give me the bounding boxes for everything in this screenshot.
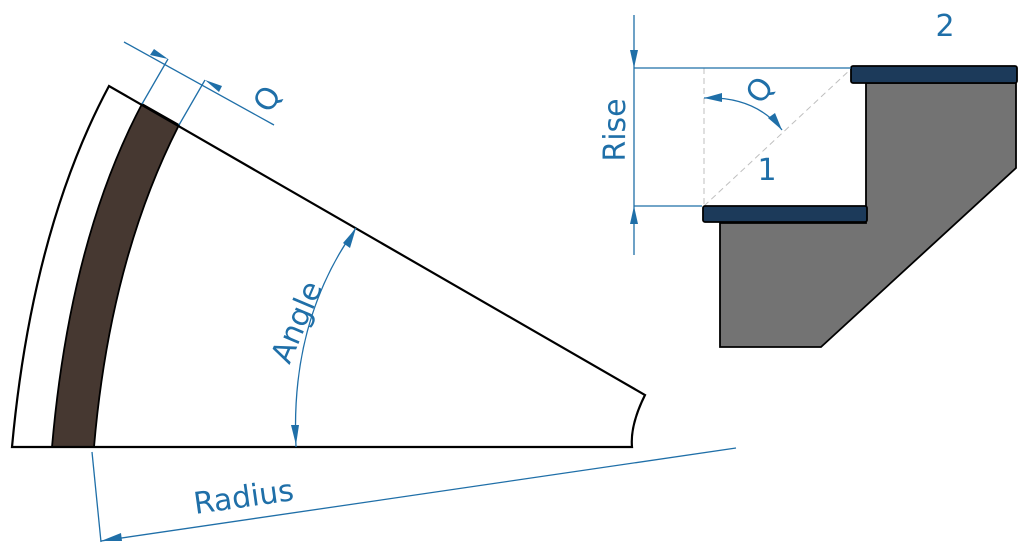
rise-label: Rise bbox=[598, 98, 633, 161]
step-number-1: 1 bbox=[757, 153, 776, 188]
arrowhead bbox=[205, 80, 222, 92]
thickness-label-left: Q bbox=[247, 80, 289, 118]
arrowhead bbox=[630, 50, 638, 68]
tread-step-2 bbox=[850, 65, 1018, 84]
angle-label: Angle bbox=[264, 276, 330, 368]
stair-body bbox=[719, 82, 1017, 348]
step-number-2: 2 bbox=[935, 9, 954, 44]
arrowhead bbox=[704, 93, 722, 102]
tread-step-1 bbox=[702, 205, 868, 223]
arrowhead bbox=[630, 206, 638, 224]
construction-diagonal bbox=[703, 67, 853, 207]
thickness-label-right: Q bbox=[739, 71, 781, 110]
stair-section-view bbox=[702, 65, 1018, 348]
radius-dimension: Radius bbox=[91, 447, 737, 543]
arrowhead bbox=[291, 425, 299, 445]
rise-dimension: Rise bbox=[598, 15, 851, 255]
arrowhead bbox=[343, 228, 356, 248]
angle-dimension: Angle bbox=[264, 227, 357, 448]
arrowhead bbox=[150, 49, 168, 59]
sector-plan-view bbox=[10, 84, 647, 449]
sector-outline bbox=[10, 84, 647, 449]
tread-band bbox=[51, 102, 181, 448]
thickness-angle-dimension-right: Q bbox=[703, 71, 783, 131]
arrowhead bbox=[101, 533, 122, 541]
arrowhead bbox=[768, 113, 782, 130]
